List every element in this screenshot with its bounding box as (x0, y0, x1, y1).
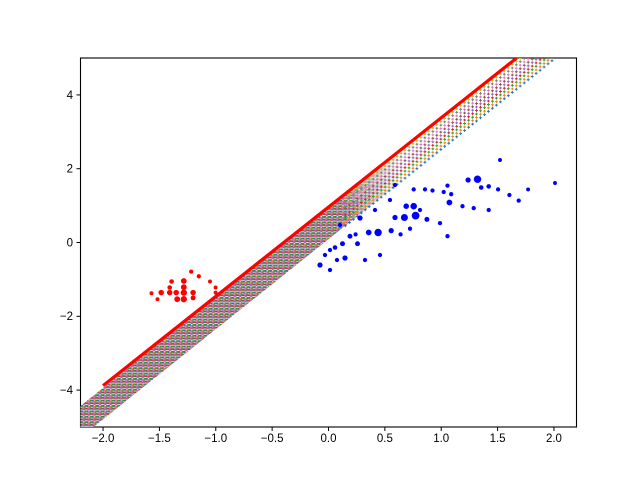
svg-text:−4: −4 (60, 385, 74, 397)
svg-text:2: 2 (67, 164, 73, 176)
svg-text:−1.5: −1.5 (148, 433, 171, 445)
svg-text:2.0: 2.0 (546, 433, 562, 445)
svg-text:−2: −2 (60, 311, 73, 323)
svg-text:0.5: 0.5 (377, 433, 393, 445)
svg-text:4: 4 (67, 90, 74, 102)
svg-text:−2.0: −2.0 (92, 433, 115, 445)
svg-text:0: 0 (67, 237, 73, 249)
svg-text:1.5: 1.5 (490, 433, 506, 445)
svg-text:1.0: 1.0 (433, 433, 449, 445)
svg-text:0.0: 0.0 (321, 433, 337, 445)
svg-text:−0.5: −0.5 (261, 433, 284, 445)
svg-text:−1.0: −1.0 (204, 433, 227, 445)
